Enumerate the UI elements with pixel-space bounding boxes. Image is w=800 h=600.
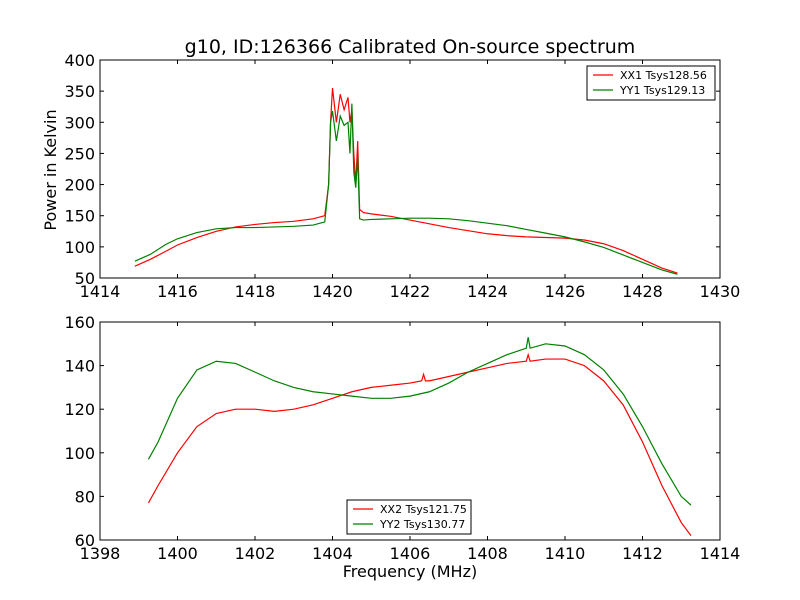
bottom-x-tick-label: 1404	[312, 544, 353, 563]
chart-title: g10, ID:126366 Calibrated On-source spec…	[185, 36, 636, 58]
top-x-tick-label: 1430	[700, 282, 741, 301]
top-y-tick-label: 100	[64, 238, 95, 257]
bottom-y-tick-label: 140	[64, 357, 95, 376]
bottom-series-line-1	[147, 352, 692, 536]
top-y-tick-label: 250	[64, 144, 95, 163]
top-legend: XX1 Tsys128.56 YY1 Tsys129.13	[586, 65, 716, 101]
bottom-x-tick-label: 1412	[622, 544, 663, 563]
bottom-legend-label-1: XX2 Tsys121.75	[380, 503, 467, 516]
bottom-y-tick-label: 60	[75, 531, 95, 550]
bottom-x-tick-label: 1408	[467, 544, 508, 563]
bottom-legend-label-2: YY2 Tsys130.77	[379, 518, 465, 531]
top-x-tick-label: 1428	[622, 282, 663, 301]
bottom-x-tick-label: 1410	[545, 544, 586, 563]
top-y-tick-label: 300	[64, 113, 95, 132]
bottom-legend: XX2 Tsys121.75 YY2 Tsys130.77	[346, 499, 472, 535]
top-y-tick-label: 200	[64, 176, 95, 195]
top-x-tick-label: 1426	[545, 282, 586, 301]
top-y-tick-label: 400	[64, 51, 95, 70]
top-y-tick-label: 350	[64, 82, 95, 101]
bottom-y-tick-label: 120	[64, 400, 95, 419]
bottom-x-tick-label: 1406	[390, 544, 431, 563]
top-x-tick-label: 1422	[390, 282, 431, 301]
top-chart-panel: 1414 1416 1418 1420 1422 1424 1426 1428 1430 50 10…	[64, 51, 740, 301]
bottom-series-line-2	[147, 337, 692, 506]
top-series-line-2	[134, 103, 678, 275]
top-x-tick-label: 1424	[467, 282, 508, 301]
top-x-tick-label: 1414	[80, 282, 121, 301]
bottom-x-tick-label: 1398	[80, 544, 121, 563]
top-y-tick-label: 150	[64, 207, 95, 226]
top-y-tick-label: 50	[75, 269, 95, 288]
bottom-legend-box	[346, 499, 472, 535]
bottom-chart-panel: 1398 1400 1402 1404 1406 1408 1410 1412 1414 60 80…	[64, 313, 740, 563]
bottom-x-tick-label: 1400	[157, 544, 198, 563]
top-x-tick-label: 1416	[157, 282, 198, 301]
top-x-tick-label: 1418	[235, 282, 276, 301]
bottom-y-tick-label: 100	[64, 444, 95, 463]
bottom-x-tick-label: 1402	[235, 544, 276, 563]
top-legend-label-2: YY1 Tsys129.13	[619, 84, 705, 97]
top-y-axis-title: Power in Kelvin	[41, 109, 60, 230]
top-legend-box	[586, 65, 716, 101]
top-x-tick-label: 1420	[312, 282, 353, 301]
bottom-x-tick-label: 1414	[700, 544, 741, 563]
bottom-x-axis-title: Frequency (MHz)	[343, 562, 477, 581]
bottom-y-tick-label: 160	[64, 313, 95, 332]
top-legend-label-1: XX1 Tsys128.56	[620, 69, 707, 82]
bottom-y-tick-label: 80	[75, 487, 95, 506]
